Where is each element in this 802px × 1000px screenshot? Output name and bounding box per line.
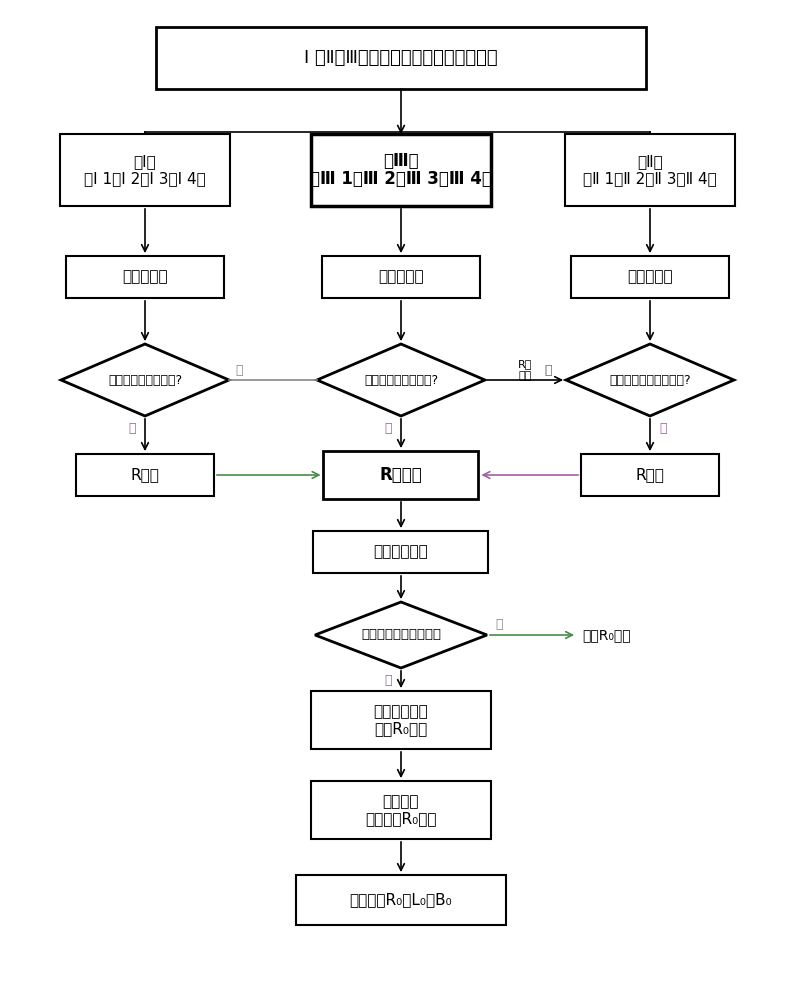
Bar (310, 134, 490, 206)
Text: 合理: 合理 (518, 371, 532, 381)
Bar (570, 256, 728, 298)
Text: 第Ⅰ组: 第Ⅰ组 (133, 154, 156, 169)
Text: 否: 否 (235, 364, 242, 377)
Bar (296, 875, 505, 925)
Bar (565, 134, 734, 206)
Bar (313, 531, 488, 573)
Text: 否: 否 (544, 364, 551, 377)
Text: 观察法判断: 观察法判断 (122, 269, 168, 284)
Text: 是否窄浆及返浆较少?: 是否窄浆及返浆较少? (363, 373, 438, 386)
Text: 示踪剂法判断: 示踪剂法判断 (373, 544, 427, 560)
Polygon shape (317, 344, 484, 416)
Text: 第Ⅲ组: 第Ⅲ组 (383, 152, 419, 170)
Text: R偏小: R偏小 (131, 468, 160, 483)
Text: 是否不窄浆及返浆严重?: 是否不窄浆及返浆严重? (609, 373, 690, 386)
Polygon shape (314, 602, 486, 668)
Text: 是否窄浆及返浆严重?: 是否窄浆及返浆严重? (107, 373, 182, 386)
Bar (322, 256, 480, 298)
Text: （Ⅲ 1，Ⅲ 2，Ⅲ 3，Ⅲ 4）: （Ⅲ 1，Ⅲ 2，Ⅲ 3，Ⅲ 4） (310, 170, 492, 188)
Text: 是: 是 (384, 422, 391, 436)
Text: （Ⅰ 1，Ⅰ 2，Ⅰ 3，Ⅰ 4）: （Ⅰ 1，Ⅰ 2，Ⅰ 3，Ⅰ 4） (84, 171, 205, 186)
Text: 确定有效R₀范围: 确定有效R₀范围 (365, 811, 436, 826)
Text: 优化设计R₀，L₀，B₀: 优化设计R₀，L₀，B₀ (349, 892, 452, 908)
Bar (310, 781, 490, 839)
Bar (76, 454, 214, 496)
Text: 是: 是 (384, 674, 391, 688)
Text: 是: 是 (128, 422, 136, 436)
Bar (60, 134, 229, 206)
Bar (66, 256, 224, 298)
Text: 综合判断: 综合判断 (383, 794, 419, 809)
Bar (581, 454, 718, 496)
Text: I 、Ⅱ、Ⅲ三组试验布点设计（经验法）: I 、Ⅱ、Ⅲ三组试验布点设计（经验法） (304, 49, 497, 67)
Text: R偏大: R偏大 (634, 468, 663, 483)
Polygon shape (61, 344, 229, 416)
Text: 观察法判断: 观察法判断 (626, 269, 672, 284)
Text: R较合理: R较合理 (379, 466, 422, 484)
Text: R欠: R欠 (517, 359, 532, 369)
Text: 有效R₀范围: 有效R₀范围 (374, 721, 427, 736)
Bar (310, 691, 490, 749)
Text: （Ⅱ 1，Ⅱ 2，Ⅱ 3，Ⅱ 4）: （Ⅱ 1，Ⅱ 2，Ⅱ 3，Ⅱ 4） (582, 171, 716, 186)
Text: 否: 否 (544, 364, 551, 377)
Text: 滯离子是否大于本底值: 滯离子是否大于本底值 (361, 629, 440, 642)
Bar (156, 27, 645, 89)
Bar (323, 451, 478, 499)
Text: 示踪法确定的: 示踪法确定的 (373, 704, 427, 719)
Text: 有效R₀之外: 有效R₀之外 (581, 628, 630, 642)
Text: 否: 否 (495, 618, 502, 632)
Polygon shape (565, 344, 733, 416)
Text: 观察法判断: 观察法判断 (378, 269, 423, 284)
Text: 是: 是 (658, 422, 666, 436)
Text: 第Ⅱ组: 第Ⅱ组 (636, 154, 662, 169)
